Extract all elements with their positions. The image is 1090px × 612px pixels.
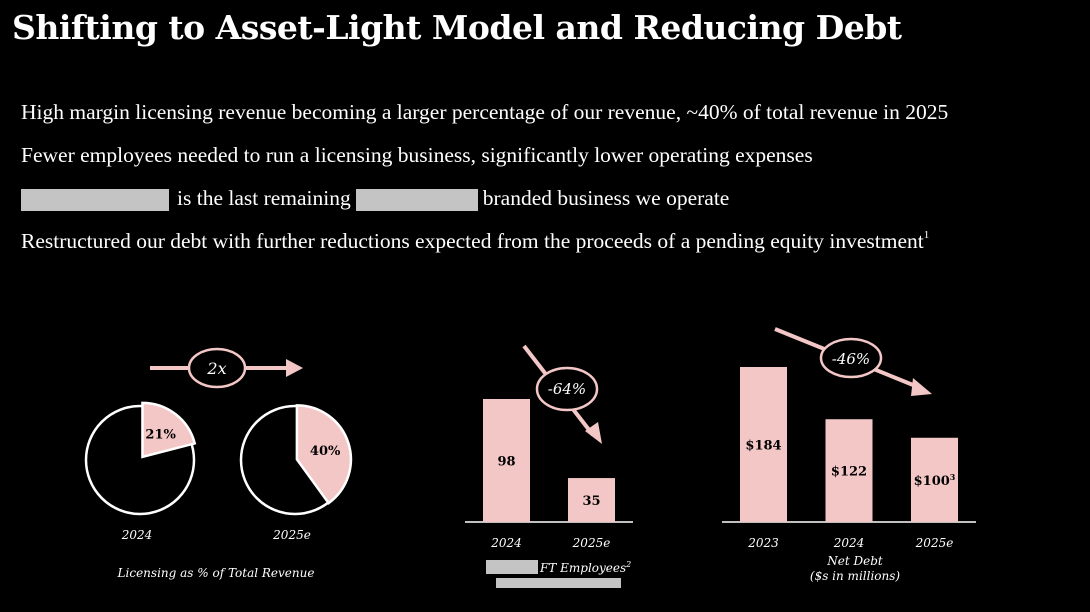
bar-value-text: 35 [582,494,600,509]
trend-badge-label: -46% [832,350,870,368]
bar-value-label: $184 [745,439,781,454]
x-tick-label: 2023 [747,536,779,550]
x-tick-label: 2025e [572,536,611,550]
x-tick-label: 2024 [833,536,865,550]
bar-value-text: $122 [831,465,867,480]
x-tick-label: 2025e [915,536,954,550]
bullet-employees: Fewer employees needed to run a licensin… [21,143,948,186]
redaction-block [21,189,169,211]
redaction-block [496,578,621,588]
bar [825,419,873,522]
trend-arrow-head [911,378,932,396]
chart-caption: ($s in millions) [810,569,901,583]
bullet-text: is the last remaining [177,186,351,210]
x-tick-label: 2024 [490,536,522,550]
bar [911,437,958,522]
bullet-licensing: High margin licensing revenue becoming a… [21,100,948,143]
bar [568,478,615,522]
bar [483,399,530,522]
bullet-debt: Restructured our debt with further reduc… [21,229,948,272]
chart-caption: FT Employees2 [539,560,631,575]
redaction-block [355,189,478,211]
pie-slice-licensing [141,401,197,459]
bar-value-text: $184 [745,439,781,454]
bullet-list: High margin licensing revenue becoming a… [21,100,948,272]
bullet-text: branded business we operate [482,186,730,210]
trend-arrow-head [585,422,602,444]
chart-caption: Net Debt [826,554,883,568]
trend-badge-label: 2x [206,359,226,378]
trend-badge [535,366,599,412]
bar-value-text: $100 [914,474,950,489]
bar-value-text: 98 [497,455,515,470]
footnote-marker: 1 [923,229,930,241]
bullet-text: Restructured our debt with further reduc… [21,229,924,253]
bullet-text: High margin licensing revenue becoming a… [21,100,949,124]
pie-year-label: 2025e [272,528,311,542]
chart-caption: Licensing as % of Total Revenue [117,566,315,580]
pie-year-label: 2024 [121,528,153,542]
chart-caption-text: FT Employees [539,561,626,575]
pie-value-label: 21% [145,427,176,442]
bar-value-label: $122 [831,465,867,480]
bar-value-label: 35 [582,494,600,509]
redaction-block [486,560,538,574]
bar-value-label: 98 [497,455,515,470]
pie-value-label: 40% [310,444,341,459]
page-title: Shifting to Asset-Light Model and Reduci… [12,8,902,47]
trend-badge [819,337,883,379]
footnote-marker: 2 [625,560,631,569]
bullet-last-business: is the last remaining branded business w… [21,186,948,229]
bar-value-label: $1003 [914,472,956,489]
trend-badge [187,347,247,389]
bullet-text: Fewer employees needed to run a licensin… [21,143,813,167]
trend-arrow-head [286,359,303,377]
trend-badge-label: -64% [548,380,586,398]
pie-slice-licensing [295,404,353,505]
bar [740,367,787,522]
footnote-marker: 3 [950,472,956,482]
